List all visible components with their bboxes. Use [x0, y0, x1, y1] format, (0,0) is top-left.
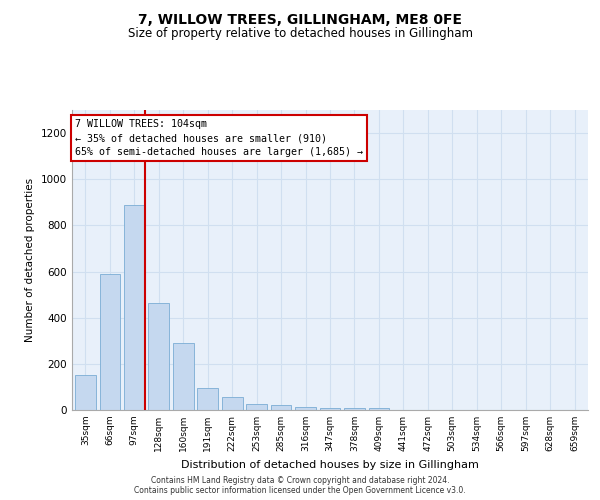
Text: 7 WILLOW TREES: 104sqm
← 35% of detached houses are smaller (910)
65% of semi-de: 7 WILLOW TREES: 104sqm ← 35% of detached…: [75, 119, 363, 157]
Bar: [271, 406, 292, 410]
X-axis label: Distribution of detached houses by size in Gillingham: Distribution of detached houses by size …: [181, 460, 479, 469]
Text: 7, WILLOW TREES, GILLINGHAM, ME8 0FE: 7, WILLOW TREES, GILLINGHAM, ME8 0FE: [138, 12, 462, 26]
Bar: [197, 388, 218, 410]
Bar: [295, 406, 316, 410]
Bar: [368, 408, 389, 410]
Bar: [124, 204, 145, 410]
Bar: [148, 302, 169, 410]
Y-axis label: Number of detached properties: Number of detached properties: [25, 178, 35, 342]
Text: Contains HM Land Registry data © Crown copyright and database right 2024.
Contai: Contains HM Land Registry data © Crown c…: [134, 476, 466, 495]
Text: Size of property relative to detached houses in Gillingham: Size of property relative to detached ho…: [128, 28, 473, 40]
Bar: [320, 408, 340, 410]
Bar: [246, 404, 267, 410]
Bar: [173, 343, 194, 410]
Bar: [75, 375, 96, 410]
Bar: [222, 398, 242, 410]
Bar: [100, 274, 120, 410]
Bar: [344, 408, 365, 410]
